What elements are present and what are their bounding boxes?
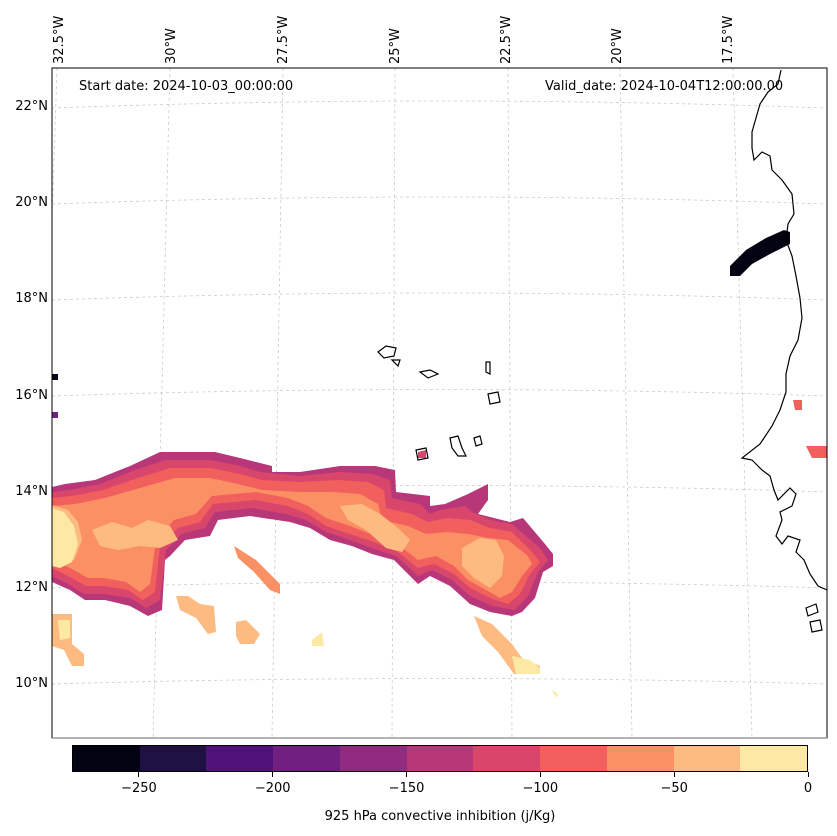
bijagos-islands	[805, 603, 823, 633]
colorbar-tick-label: −150	[388, 781, 425, 796]
valid-date-label: Valid_date: 2024-10-04T12:00:00.00	[545, 79, 784, 94]
colorbar-segment	[273, 746, 340, 771]
cin-streak-7	[312, 632, 324, 646]
cin-patch-coast-2	[806, 446, 827, 458]
gridline-lat-16n	[52, 389, 827, 397]
gridline-lat-18n	[52, 292, 827, 301]
cape-verde-sao-nicolau	[418, 369, 440, 379]
cin-patch-center	[92, 520, 178, 550]
gridline-lon-20w	[619, 68, 633, 738]
colorbar-segment	[73, 746, 140, 771]
colorbar-tick-label: 0	[803, 781, 813, 796]
colorbar-tick	[406, 772, 408, 777]
colorbar-tick-label: −50	[660, 781, 688, 796]
cape-verde-sal	[485, 361, 491, 375]
colorbar-segment	[473, 746, 541, 771]
colorbar-segment	[339, 746, 407, 771]
colorbar-tick	[272, 772, 274, 777]
start-date-label: Start date: 2024-10-03_00:00:00	[79, 79, 294, 94]
colorbar-tick	[539, 772, 541, 777]
cin-patch-palest	[52, 508, 78, 568]
colorbar-title: 925 hPa convective inhibition (j/Kg)	[324, 809, 556, 824]
lon-label-25w: 25°W	[388, 28, 403, 64]
colorbar-tick	[807, 772, 809, 777]
colorbar-tick-label: −250	[121, 781, 157, 796]
colorbar-tick	[673, 772, 675, 777]
cin-streak-2	[236, 620, 260, 644]
cin-streak-8	[552, 690, 558, 698]
colorbar-tick	[138, 772, 140, 777]
lat-label-18n: 18°N	[15, 291, 48, 306]
colorbar-segment	[139, 746, 207, 771]
lat-label-10n: 10°N	[15, 676, 48, 691]
lat-label-12n: 12°N	[15, 580, 48, 595]
lon-label-22-5w: 22.5°W	[499, 15, 514, 64]
lon-label-17-5w: 17.5°W	[721, 15, 736, 64]
cin-patch-west-purple	[52, 412, 58, 418]
map-background	[52, 68, 827, 738]
colorbar-segment	[740, 746, 808, 771]
lon-label-20w: 20°W	[610, 28, 625, 64]
gridline-lat-10n	[52, 678, 827, 685]
colorbar	[72, 745, 808, 772]
gridline-lon-25w	[391, 68, 396, 738]
lon-label-32-5w: 32.5°W	[52, 15, 67, 64]
cape-verde-fogo	[415, 447, 429, 461]
cin-patch-coast-1	[793, 400, 802, 410]
colorbar-segment	[673, 746, 741, 771]
gridline-lon-22-5w	[507, 68, 513, 738]
cape-verde-santiago	[449, 435, 467, 457]
lon-label-27-5w: 27.5°W	[276, 15, 291, 64]
cin-patch-island	[418, 450, 426, 458]
cape-verde-sao-vicente	[390, 359, 401, 368]
cape-verde-boa-vista	[487, 391, 501, 405]
cin-patch-mid	[340, 504, 410, 552]
cin-contours	[52, 230, 827, 698]
colorbar-tick-label: −200	[254, 781, 291, 796]
colorbar-tick-label: −100	[522, 781, 559, 796]
cape-verde-santo-antao	[377, 345, 397, 359]
cin-patch-west-dark	[52, 374, 58, 380]
gridline-lon-17-5w	[732, 68, 753, 738]
cin-patch-east	[462, 538, 504, 588]
colorbar-segment	[206, 746, 274, 771]
cin-band-light	[52, 478, 532, 598]
coastlines	[377, 69, 827, 633]
lat-label-22n: 22°N	[15, 99, 48, 114]
africa-coastline	[740, 69, 827, 591]
lat-label-20n: 20°N	[15, 195, 48, 210]
lat-label-14n: 14°N	[15, 484, 48, 499]
gridline-lon-27-5w	[271, 68, 284, 738]
cin-patch-northeast	[730, 230, 790, 276]
gridline-lat-22n	[52, 100, 827, 109]
lat-label-16n: 16°N	[15, 388, 48, 403]
cin-streak-6	[512, 656, 540, 674]
colorbar-segment	[606, 746, 674, 771]
cape-verde-maio	[473, 435, 483, 447]
gridline-lat-20n	[52, 196, 827, 205]
lon-label-30w: 30°W	[164, 28, 179, 64]
colorbar-segment	[540, 746, 607, 771]
cin-streak-1	[176, 596, 216, 634]
cin-streak-4	[58, 620, 70, 640]
colorbar-segment	[406, 746, 474, 771]
cin-streak-9	[234, 546, 280, 594]
gridline-lon-30w	[152, 68, 171, 738]
